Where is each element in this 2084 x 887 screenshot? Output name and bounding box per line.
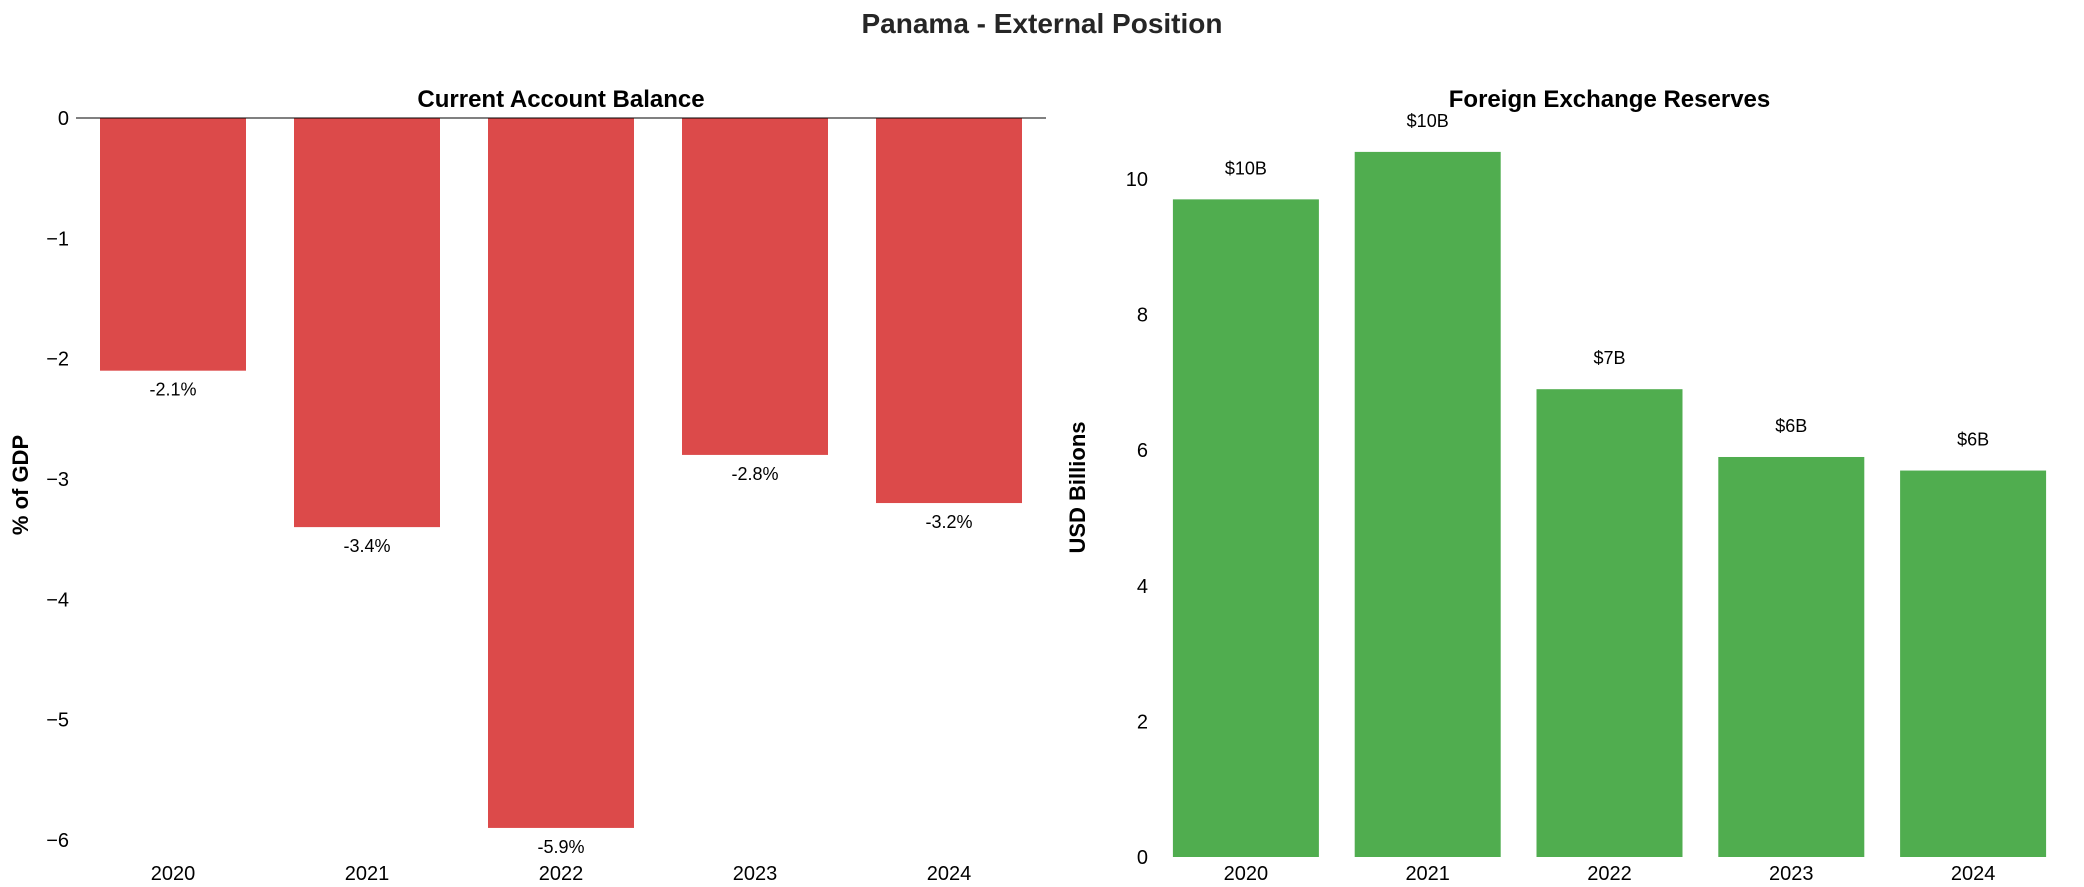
chart-1-ytick-label: −6 <box>46 830 69 852</box>
chart-1-data-label: -5.9% <box>537 837 584 857</box>
chart-2-bar <box>1354 151 1501 858</box>
chart-2-ytick-label: 0 <box>1137 847 1148 869</box>
chart-1-ytick-label: −4 <box>46 589 69 611</box>
chart-2-title: Foreign Exchange Reserves <box>1449 86 1770 113</box>
chart-2-xtick-label: 2020 <box>1224 863 1269 885</box>
chart-2-ytick-label: 2 <box>1137 711 1148 733</box>
chart-1-bar <box>100 118 246 371</box>
chart-2-ytick-label: 8 <box>1137 305 1148 327</box>
chart-1-ytick-label: −1 <box>46 228 69 250</box>
chart-2-xtick-label: 2023 <box>1769 863 1814 885</box>
chart-2-xtick-label: 2022 <box>1587 863 1632 885</box>
chart-1-data-label: -3.4% <box>343 536 390 556</box>
chart-1-xtick-label: 2023 <box>733 863 778 885</box>
chart-2-data-label: $7B <box>1593 348 1625 368</box>
chart-1-title: Current Account Balance <box>417 86 704 113</box>
chart-1-data-label: -2.8% <box>731 464 778 484</box>
chart-1-xtick-label: 2021 <box>345 863 390 885</box>
chart-2-bar <box>1536 389 1683 857</box>
chart-2-ytick-label: 10 <box>1126 169 1148 191</box>
chart-2-bar <box>1900 470 2047 857</box>
chart-1-xtick-label: 2022 <box>539 863 584 885</box>
chart-2-data-label: $6B <box>1775 416 1807 436</box>
chart-2-data-label: $10B <box>1407 111 1449 131</box>
chart-1-xtick-label: 2020 <box>151 863 196 885</box>
chart-1-bar <box>488 118 634 828</box>
chart-1-xtick-label: 2024 <box>927 863 972 885</box>
chart-2-bar <box>1718 456 1865 857</box>
chart-2-data-label: $10B <box>1225 158 1267 178</box>
chart-2-ylabel: USD Billions <box>1065 421 1090 553</box>
chart-1-data-label: -2.1% <box>149 380 196 400</box>
chart-2-xtick-label: 2021 <box>1405 863 1450 885</box>
chart-2-ytick-label: 4 <box>1137 576 1148 598</box>
chart-1-ytick-label: −3 <box>46 469 69 491</box>
chart-2-ytick-label: 6 <box>1137 440 1148 462</box>
chart-1-data-label: -3.2% <box>925 512 972 532</box>
chart-1-bar <box>876 118 1022 504</box>
chart-2-data-label: $6B <box>1957 430 1989 450</box>
chart-1-bar <box>294 118 440 528</box>
chart-1-ytick-label: −5 <box>46 710 69 732</box>
chart-1-ytick-label: −2 <box>46 349 69 371</box>
chart-1-bar <box>682 118 828 455</box>
chart-2-bar <box>1172 199 1319 858</box>
chart-1-ylabel: % of GDP <box>8 435 33 535</box>
figure-title: Panama - External Position <box>861 8 1223 39</box>
chart-2-xtick-label: 2024 <box>1951 863 1996 885</box>
chart-1-ytick-label: 0 <box>58 108 69 130</box>
